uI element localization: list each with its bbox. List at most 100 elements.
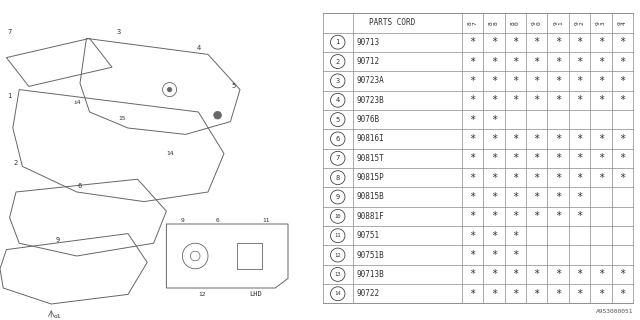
Text: 12: 12: [335, 252, 341, 258]
Text: 9
2: 9 2: [575, 21, 584, 25]
Text: A953000051: A953000051: [595, 309, 633, 314]
Text: *: *: [619, 134, 625, 144]
Text: 8
8: 8 8: [489, 21, 499, 25]
Text: *: *: [469, 269, 476, 279]
Text: *: *: [491, 250, 497, 260]
Text: *: *: [577, 134, 582, 144]
Text: *: *: [491, 76, 497, 86]
Text: *: *: [555, 76, 561, 86]
Text: *: *: [534, 37, 540, 47]
Text: *: *: [598, 95, 604, 105]
Text: 15: 15: [118, 116, 125, 121]
Text: 90815B: 90815B: [356, 193, 384, 202]
Text: *: *: [619, 173, 625, 183]
Text: 3: 3: [116, 29, 120, 35]
Text: *: *: [491, 153, 497, 163]
Text: *: *: [469, 95, 476, 105]
Text: *: *: [469, 250, 476, 260]
Text: 90713: 90713: [356, 38, 380, 47]
Circle shape: [214, 111, 221, 119]
Text: *: *: [534, 134, 540, 144]
Text: *: *: [555, 37, 561, 47]
Text: 7: 7: [8, 29, 12, 35]
Text: 9
0: 9 0: [532, 21, 541, 25]
Text: *: *: [577, 57, 582, 67]
Text: *: *: [555, 134, 561, 144]
Text: *: *: [512, 95, 518, 105]
Text: *: *: [512, 211, 518, 221]
Text: *: *: [512, 76, 518, 86]
Text: 90751B: 90751B: [356, 251, 384, 260]
Text: 2: 2: [14, 160, 18, 166]
Text: 4: 4: [335, 97, 340, 103]
Text: *: *: [555, 211, 561, 221]
Text: 8
0: 8 0: [511, 21, 520, 25]
Text: *: *: [469, 76, 476, 86]
Text: *: *: [469, 37, 476, 47]
Text: *: *: [577, 173, 582, 183]
Text: 14: 14: [166, 151, 173, 156]
Text: 5: 5: [232, 84, 236, 89]
Text: 90815P: 90815P: [356, 173, 384, 182]
Text: *: *: [491, 289, 497, 299]
Text: *: *: [577, 289, 582, 299]
Text: *: *: [491, 269, 497, 279]
Text: 12: 12: [198, 292, 205, 297]
Text: *: *: [469, 211, 476, 221]
Text: 8: 8: [335, 175, 340, 181]
Text: *: *: [534, 192, 540, 202]
Text: 11: 11: [262, 218, 269, 223]
Text: *: *: [491, 173, 497, 183]
Text: *: *: [619, 57, 625, 67]
Text: o1: o1: [54, 314, 61, 319]
Circle shape: [168, 87, 172, 92]
Text: *: *: [619, 37, 625, 47]
Text: *: *: [577, 269, 582, 279]
Text: *: *: [491, 57, 497, 67]
Text: *: *: [598, 57, 604, 67]
Text: *: *: [555, 173, 561, 183]
Text: *: *: [512, 289, 518, 299]
Text: 9
4: 9 4: [618, 21, 627, 25]
Text: *: *: [577, 192, 582, 202]
Text: 1: 1: [335, 39, 340, 45]
Text: *: *: [598, 269, 604, 279]
Text: 9
1: 9 1: [553, 21, 563, 25]
Text: 9076B: 9076B: [356, 115, 380, 124]
Text: 13: 13: [335, 272, 341, 277]
Text: *: *: [469, 134, 476, 144]
Text: *: *: [598, 289, 604, 299]
Text: *: *: [469, 57, 476, 67]
Text: i4: i4: [73, 100, 81, 105]
Text: *: *: [555, 153, 561, 163]
Text: *: *: [577, 37, 582, 47]
Text: *: *: [469, 289, 476, 299]
Text: *: *: [555, 57, 561, 67]
Text: LHD: LHD: [250, 292, 262, 297]
Text: *: *: [619, 289, 625, 299]
Text: 3: 3: [335, 78, 340, 84]
Text: *: *: [534, 289, 540, 299]
Text: *: *: [534, 269, 540, 279]
Text: 11: 11: [335, 233, 341, 238]
Text: *: *: [534, 211, 540, 221]
Text: 90723A: 90723A: [356, 76, 384, 85]
Text: *: *: [598, 134, 604, 144]
Text: 6: 6: [335, 136, 340, 142]
Text: 6: 6: [216, 218, 220, 223]
Text: *: *: [555, 289, 561, 299]
Text: *: *: [598, 173, 604, 183]
Text: *: *: [619, 153, 625, 163]
Text: 9: 9: [335, 194, 340, 200]
Text: 5: 5: [335, 116, 340, 123]
Text: *: *: [577, 95, 582, 105]
Text: *: *: [534, 76, 540, 86]
Text: *: *: [469, 192, 476, 202]
Text: 90816I: 90816I: [356, 134, 384, 143]
Text: *: *: [491, 231, 497, 241]
Text: 6: 6: [78, 183, 82, 188]
Text: *: *: [469, 231, 476, 241]
Text: *: *: [512, 57, 518, 67]
Text: PARTS CORD: PARTS CORD: [369, 18, 415, 27]
Text: *: *: [555, 192, 561, 202]
